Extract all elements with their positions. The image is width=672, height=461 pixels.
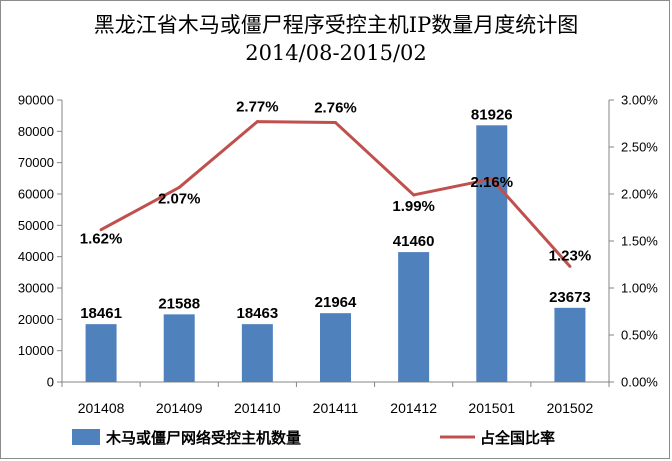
- bar-value-label: 41460: [393, 233, 435, 250]
- line-value-label: 2.76%: [314, 100, 357, 117]
- y-left-tick-label: 90000: [18, 93, 54, 108]
- y-right-tick-label: 2.50%: [621, 140, 658, 155]
- y-right-tick-label: 3.00%: [621, 93, 658, 108]
- line-series: [99, 120, 572, 268]
- line-value-label: 2.16%: [471, 174, 514, 191]
- legend-label-line: 占全国比率: [480, 429, 555, 447]
- y-left-tick-label: 0: [47, 375, 54, 390]
- y-left-tick-label: 80000: [18, 124, 54, 139]
- y-right-tick-label: 1.00%: [621, 281, 658, 296]
- chart-title: 黑龙江省木马或僵尸程序受控主机IP数量月度统计图: [94, 13, 578, 37]
- y-left-tick-label: 60000: [18, 187, 54, 202]
- y-left-tick-label: 50000: [18, 218, 54, 233]
- legend: 木马或僵尸网络受控主机数量 占全国比率: [72, 429, 555, 447]
- line-point: [568, 264, 572, 268]
- bar-series: [85, 125, 586, 383]
- y-left-tick-label: 40000: [18, 249, 54, 264]
- x-tick-label: 201502: [547, 400, 594, 416]
- y-right-tick-label: 0.50%: [621, 328, 658, 343]
- chart-subtitle: 2014/08-2015/02: [245, 41, 427, 65]
- legend-label-bars: 木马或僵尸网络受控主机数量: [105, 429, 301, 447]
- line-value-label: 2.77%: [236, 99, 279, 116]
- y-right-tick-label: 0.00%: [621, 375, 658, 390]
- line-point: [99, 228, 103, 232]
- legend-swatch-bars: [72, 429, 100, 445]
- x-tick-label: 201411: [313, 400, 359, 416]
- line-value-label: 1.99%: [392, 198, 435, 215]
- bar: [476, 125, 508, 383]
- y-left-tick-label: 10000: [18, 343, 54, 358]
- x-tick-label: 201410: [234, 400, 281, 416]
- x-tick-label: 201408: [78, 400, 125, 416]
- y-right-tick-label: 1.50%: [621, 234, 658, 249]
- y-left-tick-label: 20000: [18, 312, 54, 327]
- line-point: [255, 120, 259, 124]
- bar-value-label: 18463: [236, 305, 278, 322]
- bar-value-label: 23673: [549, 289, 591, 306]
- y-left-tick-label: 70000: [18, 155, 54, 170]
- y-right-tick-label: 2.00%: [621, 187, 658, 202]
- axes: 0 10000 20000 30000 40000 50000 60000 70000 8000…: [18, 93, 658, 417]
- bar: [320, 313, 351, 382]
- bar: [241, 324, 273, 382]
- x-tick-label: 201501: [468, 400, 515, 416]
- y-left-tick-label: 30000: [18, 281, 54, 296]
- bar: [398, 252, 430, 382]
- bar: [163, 314, 195, 382]
- x-tick-label: 201412: [390, 400, 437, 416]
- line-point: [334, 121, 337, 125]
- bar-value-label: 21964: [315, 294, 357, 311]
- data-labels: 18461 21588 18463 21964 41460 81926 23673 1.62%…: [80, 99, 591, 323]
- line-value-label: 1.23%: [549, 247, 592, 264]
- bar-value-label: 18461: [80, 305, 122, 322]
- bar: [554, 307, 586, 382]
- bar: [85, 324, 117, 382]
- line-value-label: 1.62%: [80, 231, 123, 248]
- line-point: [412, 193, 416, 197]
- bar-value-label: 81926: [471, 106, 513, 123]
- line-point: [490, 177, 494, 181]
- x-tick-label: 201409: [156, 400, 203, 416]
- line-point: [177, 185, 181, 189]
- line-value-label: 2.07%: [158, 190, 201, 207]
- bar-value-label: 21588: [158, 295, 200, 312]
